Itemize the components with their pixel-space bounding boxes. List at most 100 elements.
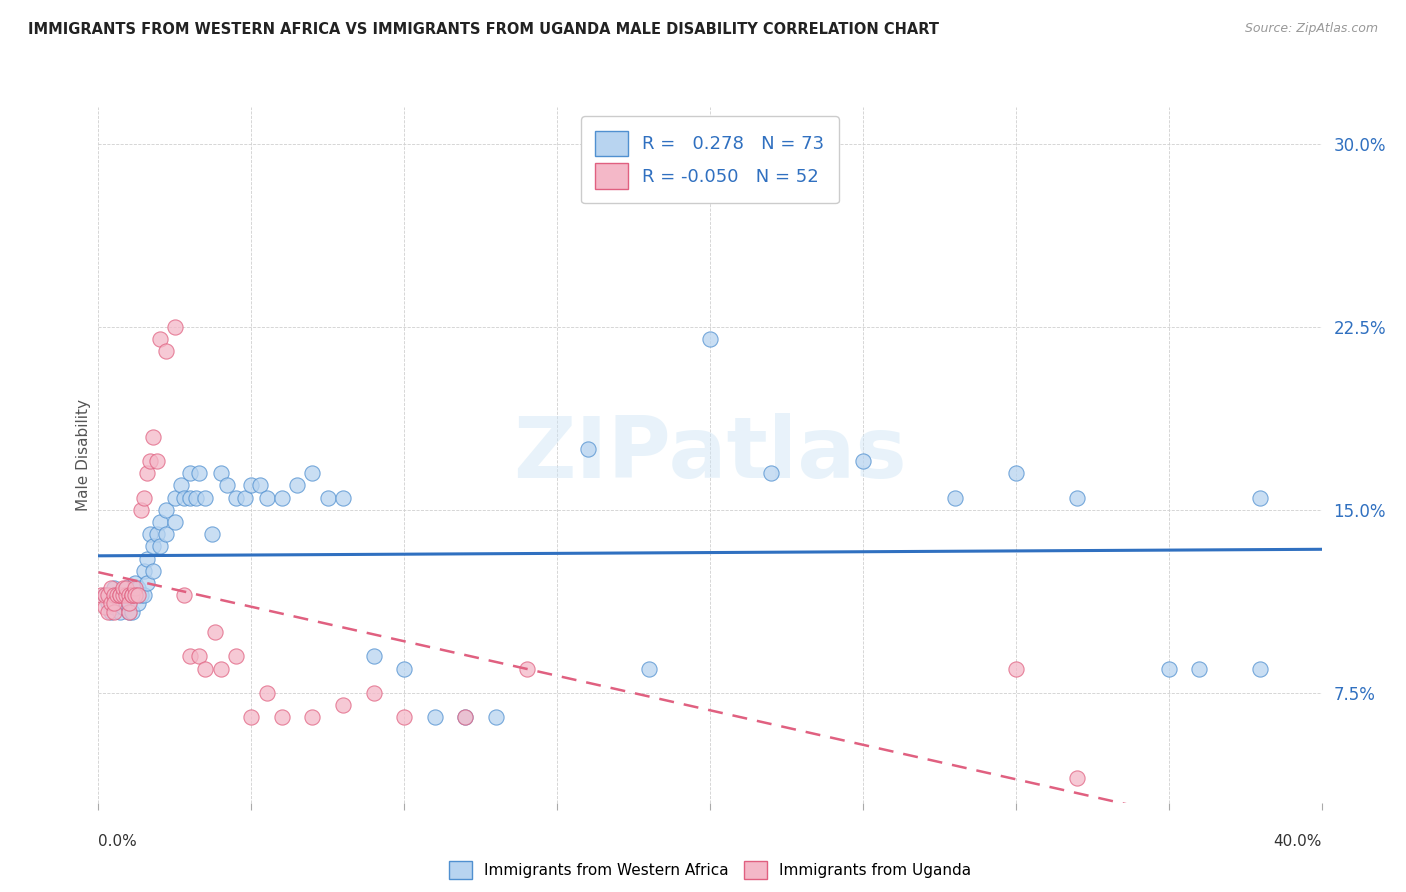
Point: [225, 649, 247, 664]
Point: [142, 540, 165, 554]
Point: [127, 581, 149, 595]
Point: [188, 649, 211, 664]
Point: [121, 588, 143, 602]
Point: [188, 467, 211, 481]
Point: [256, 491, 278, 505]
Point: [852, 454, 875, 468]
Point: [93, 588, 115, 602]
Point: [124, 581, 146, 595]
Point: [136, 576, 159, 591]
Point: [108, 588, 131, 602]
Point: [1004, 467, 1026, 481]
Point: [155, 527, 177, 541]
Point: [194, 661, 217, 675]
Point: [115, 588, 138, 602]
Point: [103, 606, 125, 620]
Point: [118, 596, 141, 610]
Point: [1066, 491, 1088, 505]
Point: [121, 606, 143, 620]
Point: [134, 491, 156, 505]
Point: [233, 491, 256, 505]
Point: [97, 606, 120, 620]
Point: [111, 588, 134, 602]
Point: [127, 596, 149, 610]
Point: [111, 588, 134, 602]
Point: [115, 596, 138, 610]
Point: [139, 527, 162, 541]
Point: [215, 478, 238, 492]
Point: [124, 588, 146, 602]
Point: [155, 344, 177, 359]
Point: [285, 478, 308, 492]
Point: [142, 564, 165, 578]
Point: [115, 581, 138, 595]
Point: [163, 319, 186, 334]
Point: [1249, 661, 1271, 675]
Point: [270, 710, 292, 724]
Point: [179, 467, 201, 481]
Point: [454, 710, 477, 724]
Point: [249, 478, 271, 492]
Point: [134, 564, 156, 578]
Point: [759, 467, 782, 481]
Point: [121, 588, 143, 602]
Point: [423, 710, 446, 724]
Point: [149, 515, 172, 529]
Point: [103, 581, 125, 595]
Legend: Immigrants from Western Africa, Immigrants from Uganda: Immigrants from Western Africa, Immigran…: [443, 855, 977, 886]
Point: [699, 332, 721, 346]
Point: [103, 596, 125, 610]
Point: [155, 503, 177, 517]
Point: [332, 698, 354, 713]
Point: [200, 527, 222, 541]
Point: [316, 491, 339, 505]
Point: [142, 429, 165, 443]
Point: [118, 606, 141, 620]
Point: [240, 710, 263, 724]
Point: [127, 588, 149, 602]
Point: [105, 588, 128, 602]
Point: [103, 600, 125, 615]
Point: [111, 600, 134, 615]
Point: [1066, 772, 1088, 786]
Point: [943, 491, 966, 505]
Point: [149, 540, 172, 554]
Point: [186, 491, 208, 505]
Point: [93, 600, 115, 615]
Text: IMMIGRANTS FROM WESTERN AFRICA VS IMMIGRANTS FROM UGANDA MALE DISABILITY CORRELA: IMMIGRANTS FROM WESTERN AFRICA VS IMMIGR…: [28, 22, 939, 37]
Point: [93, 588, 115, 602]
Point: [301, 710, 323, 724]
Point: [100, 581, 122, 595]
Y-axis label: Male Disability: Male Disability: [76, 399, 91, 511]
Point: [209, 467, 232, 481]
Point: [136, 467, 159, 481]
Point: [129, 588, 152, 602]
Point: [100, 606, 122, 620]
Point: [108, 606, 131, 620]
Point: [90, 588, 112, 602]
Point: [301, 467, 323, 481]
Text: ZIPatlas: ZIPatlas: [513, 413, 907, 497]
Point: [115, 581, 138, 595]
Point: [454, 710, 477, 724]
Point: [204, 624, 226, 639]
Point: [105, 588, 128, 602]
Point: [270, 491, 292, 505]
Point: [170, 478, 193, 492]
Point: [108, 596, 131, 610]
Point: [332, 491, 354, 505]
Point: [111, 581, 134, 595]
Point: [136, 551, 159, 566]
Point: [240, 478, 263, 492]
Point: [118, 596, 141, 610]
Point: [124, 588, 146, 602]
Point: [145, 527, 167, 541]
Point: [392, 661, 416, 675]
Point: [139, 454, 162, 468]
Point: [121, 588, 143, 602]
Point: [145, 454, 167, 468]
Point: [118, 588, 141, 602]
Point: [118, 588, 141, 602]
Point: [363, 686, 385, 700]
Point: [1249, 491, 1271, 505]
